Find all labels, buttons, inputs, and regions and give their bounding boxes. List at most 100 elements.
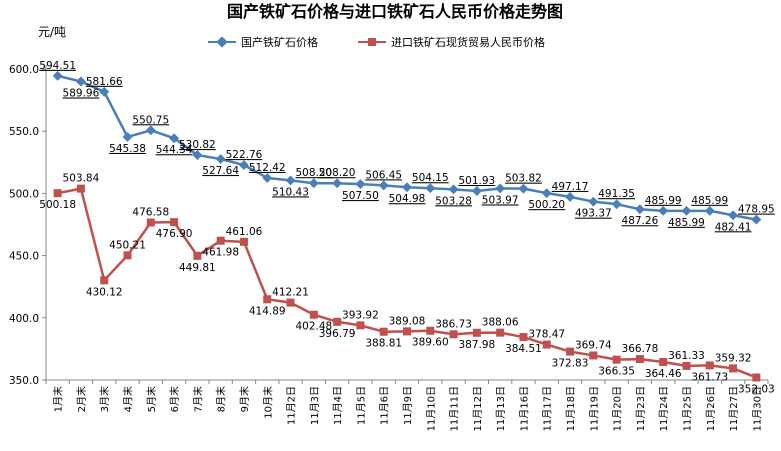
x-tick-label: 11月24日 — [658, 386, 670, 431]
data-label: 501.93 — [458, 175, 495, 187]
data-label: 393.92 — [342, 309, 379, 321]
data-label: 359.32 — [715, 352, 752, 364]
x-tick-label: 3月末 — [98, 386, 111, 412]
data-label: 389.08 — [389, 315, 426, 327]
x-tick-label: 11月19日 — [588, 386, 600, 431]
data-label: 378.47 — [528, 329, 565, 341]
data-label: 522.76 — [226, 149, 263, 161]
data-point-square — [519, 333, 528, 342]
x-tick-label: 11月6日 — [379, 386, 391, 425]
data-label: 476.90 — [156, 228, 193, 240]
data-point-square — [333, 317, 342, 326]
x-tick-label: 8月末 — [215, 386, 228, 412]
data-label: 384.51 — [505, 343, 542, 355]
y-tick-label: 600.0 — [9, 64, 39, 76]
data-point-square — [496, 328, 505, 337]
series-domestic — [52, 70, 762, 225]
data-label: 508.20 — [319, 167, 356, 179]
data-point-diamond — [169, 133, 180, 144]
data-label: 589.96 — [63, 87, 100, 99]
data-label: 482.41 — [715, 221, 752, 233]
data-label: 581.66 — [86, 76, 123, 88]
data-point-diamond — [448, 184, 459, 195]
data-point-square — [612, 355, 621, 364]
data-point-square — [100, 276, 109, 285]
data-point-diamond — [471, 186, 482, 196]
data-label: 485.99 — [691, 195, 728, 207]
data-label: 506.45 — [365, 169, 402, 181]
data-label: 500.20 — [528, 199, 565, 211]
data-label: 366.78 — [622, 343, 659, 355]
data-label: 387.98 — [458, 339, 495, 351]
x-tick-label: 11月25日 — [681, 386, 693, 431]
x-tick-label: 6月末 — [168, 386, 181, 412]
data-label: 369.74 — [575, 339, 612, 351]
x-tick-label: 11月26日 — [705, 386, 717, 431]
data-label: 388.06 — [482, 317, 519, 329]
x-tick-label: 11月9日 — [402, 386, 414, 425]
data-point-square — [542, 340, 551, 349]
data-point-square — [682, 361, 691, 370]
x-tick-label: 11月12日 — [472, 386, 484, 431]
data-label: 430.12 — [86, 286, 123, 298]
x-tick-label: 11月5日 — [355, 386, 367, 425]
data-label: 507.50 — [342, 190, 379, 202]
y-tick-label: 550.0 — [9, 126, 39, 138]
x-tick-label: 11月27日 — [728, 386, 740, 431]
x-tick-label: 1月末 — [52, 386, 65, 412]
data-label: 500.18 — [39, 199, 76, 211]
data-point-diamond — [239, 160, 249, 171]
data-point-diamond — [751, 214, 762, 225]
data-point-diamond — [99, 86, 110, 97]
chart-title: 国产铁矿石价格与进口铁矿石人民币价格走势图 — [227, 2, 563, 21]
data-point-diamond — [518, 183, 529, 194]
data-point-diamond — [145, 125, 156, 136]
y-tick-label: 500.0 — [9, 188, 39, 200]
data-point-diamond — [658, 205, 669, 216]
data-point-diamond — [122, 131, 133, 142]
data-label: 512.42 — [249, 162, 286, 174]
data-label: 388.81 — [365, 338, 402, 350]
x-tick-label: 2月末 — [75, 386, 88, 412]
data-label: 361.33 — [668, 350, 705, 362]
data-point-square — [705, 361, 714, 370]
x-tick-label: 11月16日 — [518, 386, 530, 431]
data-point-square — [635, 355, 644, 364]
data-label: 504.98 — [389, 193, 426, 205]
data-label: 478.95 — [738, 204, 775, 216]
data-point-square — [216, 236, 225, 245]
x-tick-label: 11月11日 — [449, 386, 461, 431]
data-label: 503.82 — [505, 173, 542, 185]
x-tick-label: 11月2日 — [286, 386, 298, 425]
x-axis: 1月末 2月末 3月末 4月末 5月末 6月末 7月末 8月末 9月末 10月末 11月2日 11月3… — [45, 379, 769, 431]
data-point-diamond — [425, 183, 436, 194]
data-point-square — [729, 364, 738, 373]
data-point-square — [309, 310, 318, 319]
legend-label-import: 进口铁矿石现货贸易人民币价格 — [391, 35, 545, 49]
data-point-square — [146, 218, 155, 227]
data-label: 508.20 — [295, 167, 332, 179]
data-point-diamond — [75, 76, 86, 87]
data-point-square — [403, 327, 411, 336]
x-tick-label: 9月末 — [238, 386, 251, 412]
data-point-square — [356, 321, 365, 330]
x-tick-label: 11月23日 — [635, 386, 647, 431]
data-point-square — [379, 327, 388, 336]
data-point-diamond — [565, 191, 575, 202]
data-point-diamond — [285, 175, 296, 186]
data-point-square — [752, 373, 761, 382]
data-label: 485.99 — [645, 195, 682, 207]
data-point-diamond — [262, 172, 273, 183]
data-point-square — [566, 347, 575, 356]
data-label: 503.84 — [63, 173, 100, 185]
legend-marker-import — [368, 38, 376, 46]
data-labels-import: 500.18 503.84 430.12 450.21 476.58 476.90 449.… — [39, 173, 774, 396]
data-label: 510.43 — [272, 186, 309, 198]
data-point-diamond — [332, 178, 343, 189]
data-label: 386.73 — [435, 318, 472, 330]
data-label: 491.35 — [598, 188, 635, 200]
data-point-diamond — [588, 196, 599, 207]
data-point-square — [472, 328, 481, 337]
